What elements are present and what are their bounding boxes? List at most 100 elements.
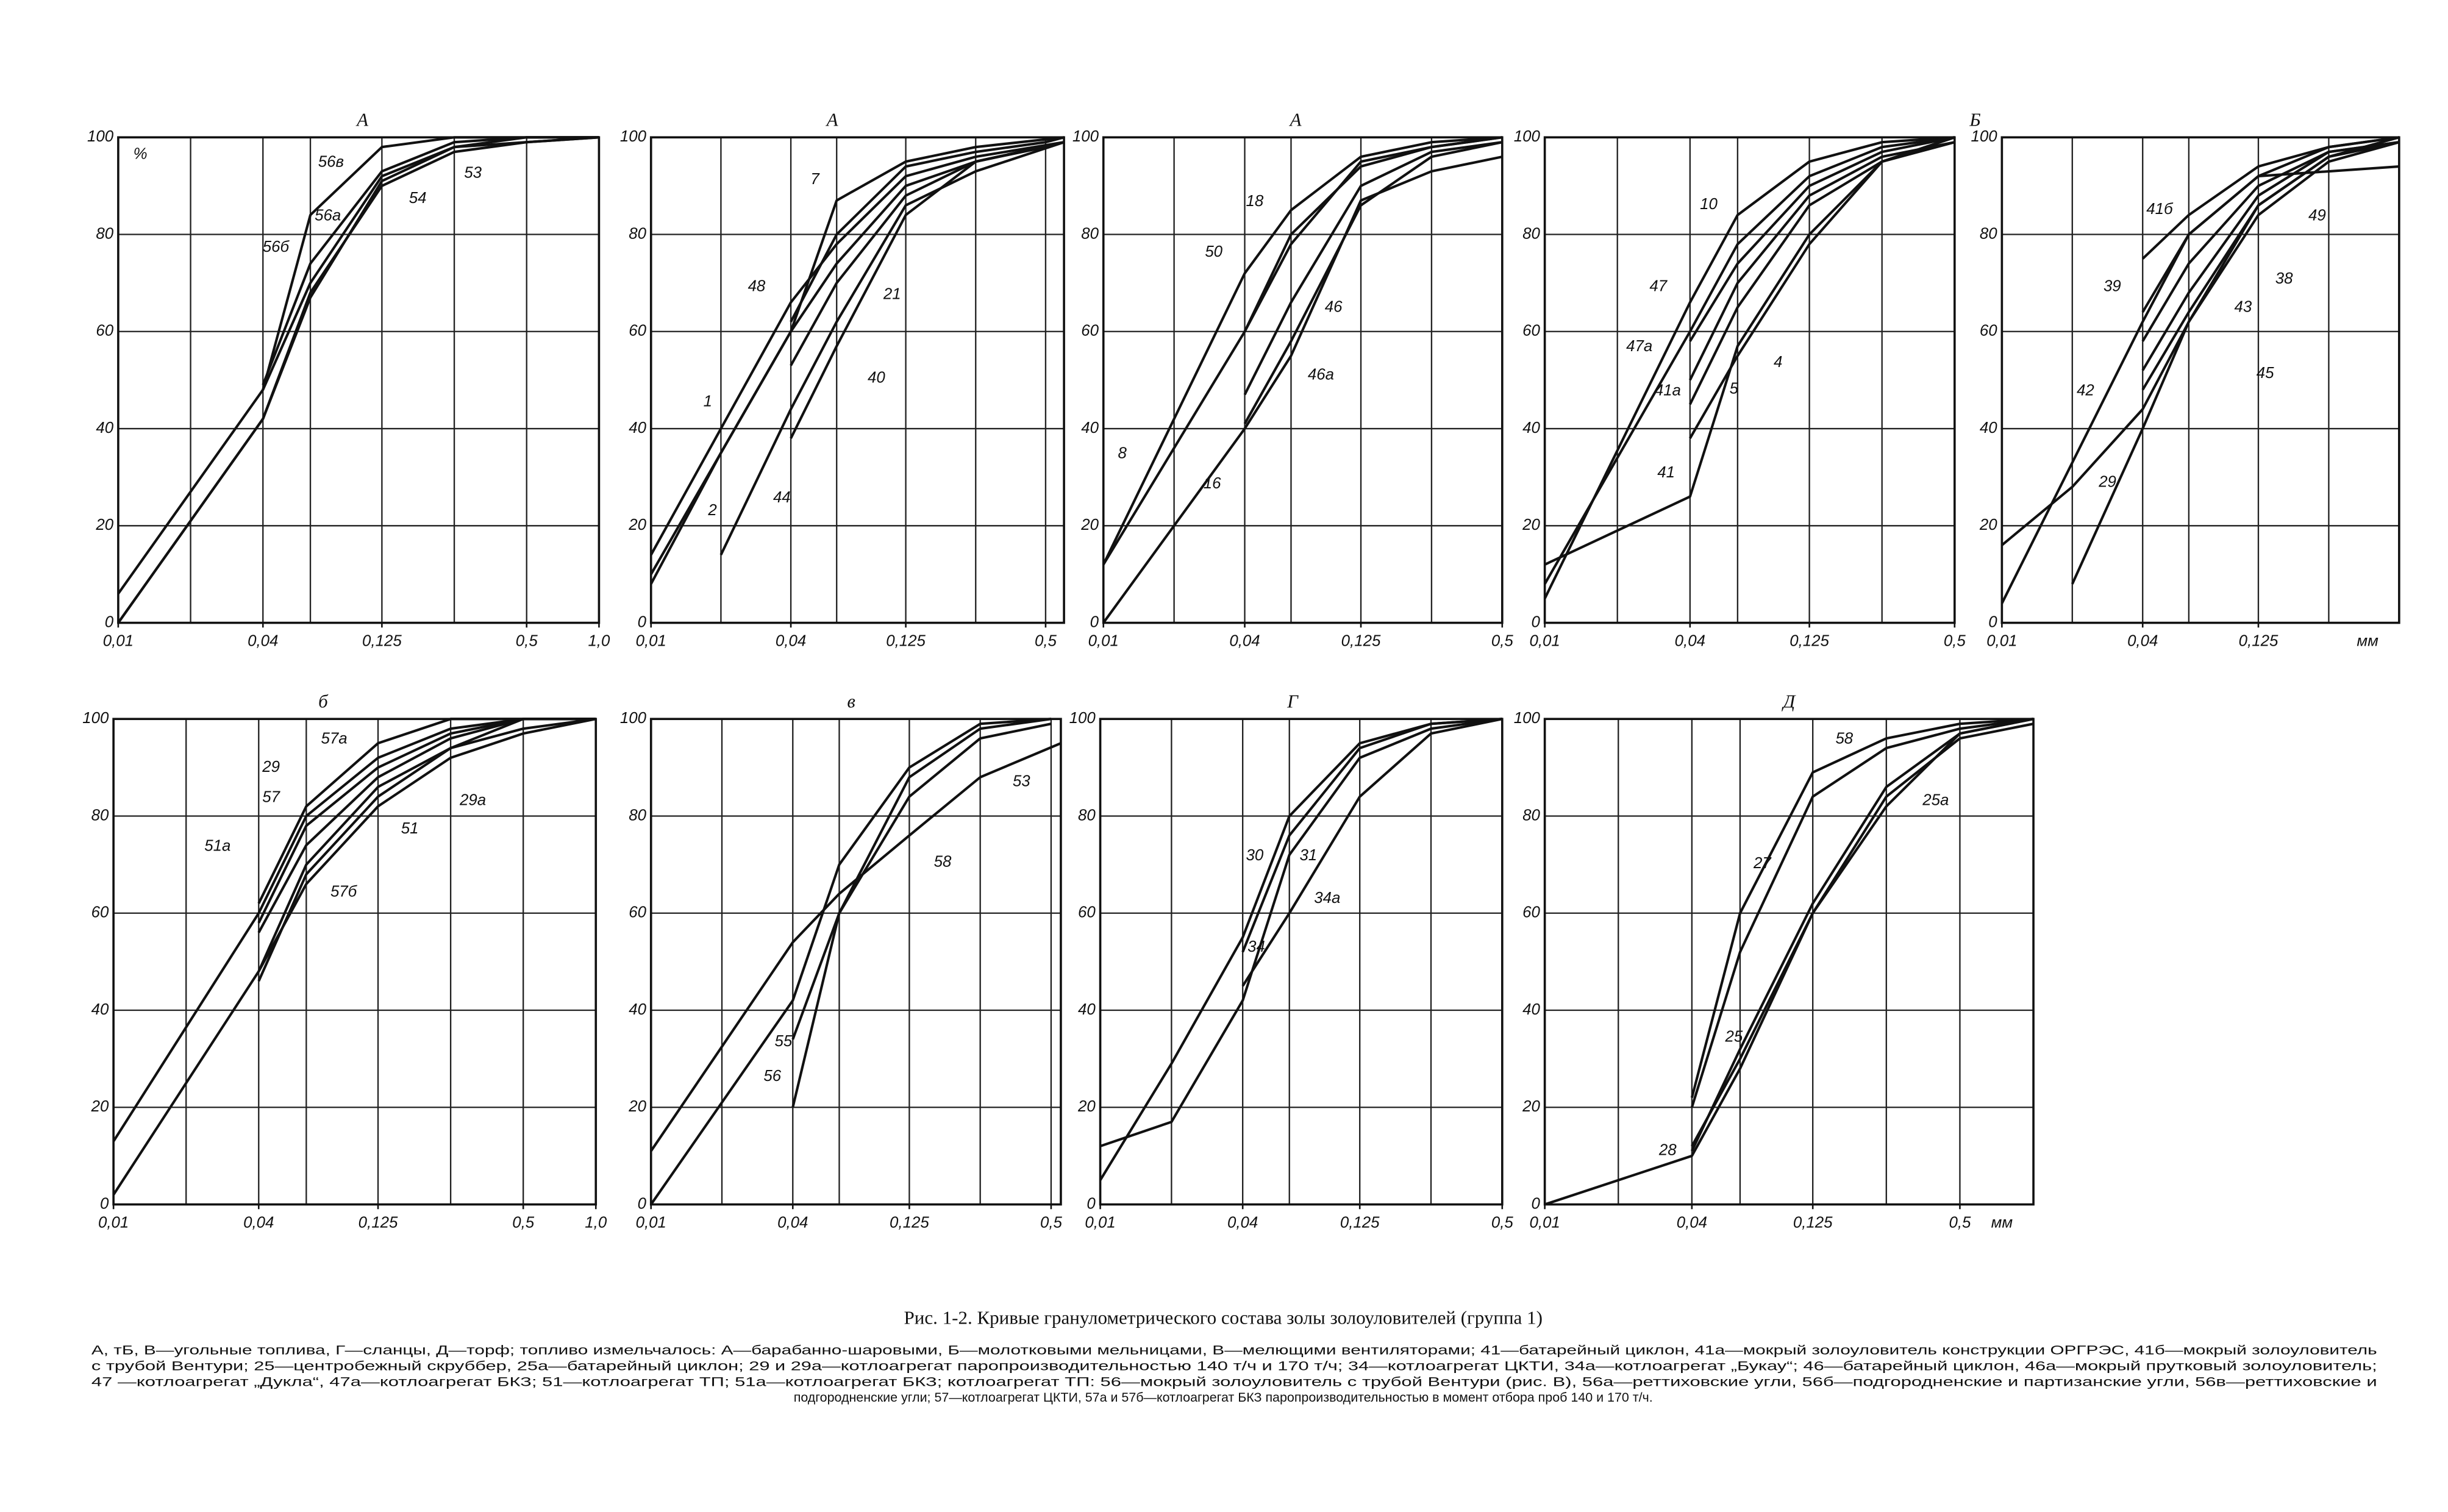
y-tick-label: 100 [1514,710,1541,727]
curve [1690,718,2034,1108]
y-tick-label: 60 [1980,323,1997,340]
curve-label: 57б [330,883,358,900]
y-tick-label: 60 [629,904,646,921]
y-tick-label: 80 [1522,225,1540,242]
y-tick-label: 60 [629,323,646,340]
caption-line: с трубой Вентури; 25—центробежный скрубб… [91,1358,2377,1373]
chart-title: б [318,691,329,712]
y-tick-label: 40 [1980,419,1997,437]
x-tick-label: 0,125 [890,1214,929,1231]
curve-label: 53 [1013,772,1030,790]
x-tick-label: 0,04 [248,632,278,649]
x-tick-label: 0,125 [359,1214,398,1231]
curve [262,136,599,386]
x-tick-label: 0,04 [1677,1214,1707,1231]
caption-line: подгородненские угли; 57—котлоагрегат ЦК… [794,1390,1653,1405]
curve-label: 31 [1299,847,1317,864]
x-tick-label: 0,5 [512,1214,535,1231]
curve-label: 40 [868,369,885,387]
y-tick-label: 60 [1522,323,1540,340]
y-tick-label: 100 [1514,128,1541,145]
curve [112,718,596,1196]
y-tick-label: 100 [620,710,647,727]
curve-label: 58 [934,853,952,870]
curve [1543,136,1955,585]
curve [262,136,599,391]
curve [257,718,596,904]
x-tick-label: 0,04 [1675,632,1705,649]
curve [719,141,1065,555]
curve-label: 56 [763,1068,781,1085]
x-tick-label: 0,04 [776,632,806,649]
curve-label: 49 [2308,207,2326,224]
y-tick-label: 80 [1081,225,1099,242]
curve-label: 47а [1626,338,1652,355]
curve [257,718,596,972]
curve [1691,722,2034,1147]
curve-label: 29а [459,792,486,809]
curve [790,141,1065,439]
curve-label: 57 [262,788,280,805]
plot-frame [2000,136,2400,624]
curve-label: 34 [1247,938,1265,955]
chart-title: Д [1781,691,1796,712]
x-tick-label: 0,125 [1793,1214,1833,1231]
y-tick-label: 80 [1078,807,1096,824]
curve-label: 56а [315,207,341,224]
curve [790,136,1065,323]
x-tick-label: 0,01 [1986,632,2017,649]
y-tick-label: 80 [629,225,646,242]
curve-label: 47 [1649,278,1668,295]
curve-label: 29 [2098,473,2116,490]
x-tick-label: 1,0 [585,1214,607,1231]
curve-label: 50 [1205,243,1222,260]
y-tick-label: 40 [629,1001,646,1018]
y-tick-label: 20 [1522,516,1540,533]
y-tick-label: 20 [628,516,646,533]
curve-label: 21 [883,286,901,303]
curve-label: 8 [1118,445,1127,462]
curve [1243,141,1503,396]
curve-label: 39 [2104,278,2121,295]
x-tick-label: 0,01 [636,632,666,649]
y-tick-label: 60 [91,904,109,921]
curve [791,722,1052,1040]
curve-label: 43 [2235,298,2252,315]
y-tick-label: 20 [1979,516,1997,533]
x-tick-label: 0,125 [1340,1214,1380,1231]
chart-title: А [826,109,839,130]
curve-label: 46а [1308,366,1334,383]
y-tick-label: 40 [629,419,646,437]
x-tick-label: 0,125 [2239,632,2278,649]
y-tick-label: 0 [105,613,114,630]
y-tick-label: 80 [1980,225,1997,242]
caption-title: Рис. 1-2. Кривые гранулометрического сос… [904,1307,1542,1328]
curve-label: 56в [318,153,344,170]
curve [1690,718,2034,1098]
curve-label: 41а [1655,382,1681,399]
chart-title: Г [1286,691,1299,712]
y-tick-label: 80 [91,807,109,824]
curve-label: 42 [2077,382,2094,399]
curve [2071,141,2400,585]
x-tick-label: 0,01 [1085,1214,1115,1231]
curve [649,141,1065,556]
plot-frame [1102,136,1504,624]
y-tick-label: 100 [1971,128,1997,145]
x-tick-label: 0,01 [1529,1214,1560,1231]
x-tick-label: 0,5 [1949,1214,1971,1231]
curve-label: 5 [1730,380,1739,398]
y-tick-label: 100 [620,128,647,145]
chart-title: Б [1969,109,1980,130]
curve [257,718,524,982]
chart-title: А [355,109,369,130]
y-tick-label: 0 [1531,1195,1540,1212]
curve [1102,136,1502,565]
y-tick-label: 20 [91,1098,109,1115]
curve-label: 29 [262,758,280,776]
curve-label: 2 [707,502,716,519]
curve-label: 45 [2257,365,2274,382]
x-tick-label: 1,0 [588,632,610,649]
y-tick-label: 60 [1522,904,1540,921]
